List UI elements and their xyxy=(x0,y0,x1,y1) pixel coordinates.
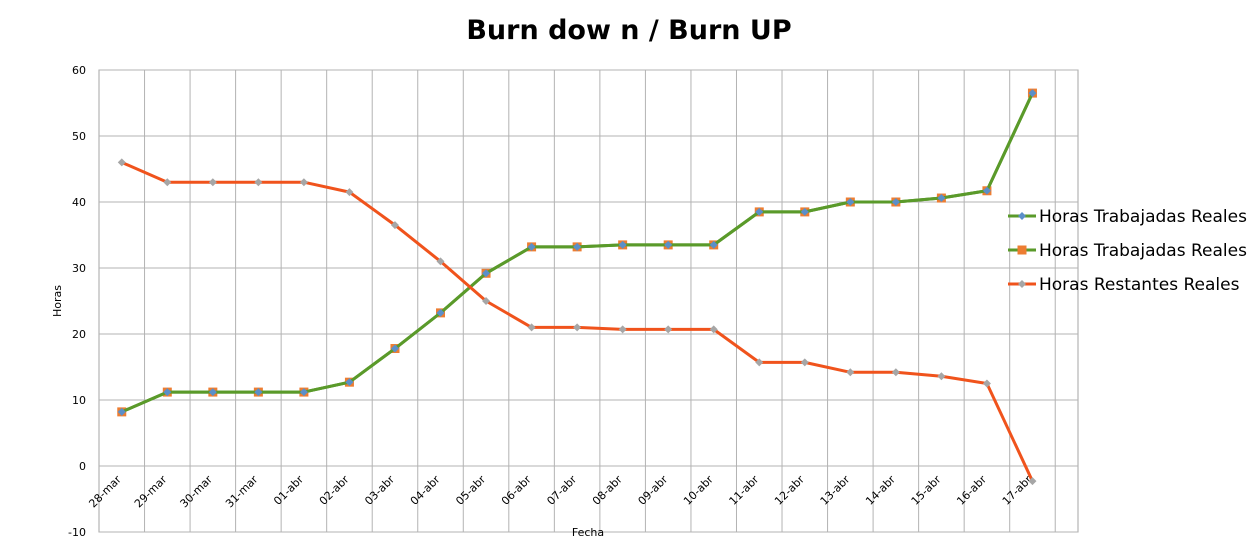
data-point-diamond xyxy=(208,388,217,397)
x-tick-label: 04-abr xyxy=(408,473,443,508)
data-point-diamond xyxy=(709,325,718,334)
y-tick-label: 0 xyxy=(79,460,86,473)
x-axis-ticks: 28-mar 29-mar 30-mar 31-mar 01-abr 02-abr 03-a… xyxy=(86,473,1034,511)
x-tick-label: 30-mar xyxy=(178,473,216,511)
x-tick-label: 02-abr xyxy=(317,473,352,508)
data-point-diamond xyxy=(299,388,308,397)
legend-label: Horas Trabajadas Reales xyxy=(1039,207,1247,227)
series-line xyxy=(121,92,1034,414)
legend-marker xyxy=(1017,245,1027,255)
data-point-diamond xyxy=(117,158,126,167)
x-tick-label: 29-mar xyxy=(132,473,170,511)
series-line xyxy=(121,92,1034,414)
legend-marker xyxy=(1018,280,1026,288)
y-axis-label: Horas xyxy=(51,285,64,317)
x-tick-label: 14-abr xyxy=(863,473,898,508)
x-tick-label: 07-abr xyxy=(544,473,579,508)
data-point-diamond xyxy=(527,242,536,251)
legend-item: Horas Restantes Reales xyxy=(1008,275,1240,295)
data-point-diamond xyxy=(846,368,855,377)
legend-label: Horas Trabajadas Reales xyxy=(1039,241,1247,261)
chart-legend: Horas Trabajadas Reales Horas Trabajadas … xyxy=(1008,207,1247,295)
data-point-diamond xyxy=(664,325,673,334)
data-point-diamond xyxy=(163,388,172,397)
data-point-diamond xyxy=(254,178,263,187)
data-point-diamond xyxy=(482,269,491,278)
series-2 xyxy=(117,88,1037,417)
chart-series xyxy=(117,88,1037,486)
data-point-diamond xyxy=(208,178,217,187)
x-tick-label: 08-abr xyxy=(590,473,625,508)
x-tick-label: 09-abr xyxy=(636,473,671,508)
series-line xyxy=(121,161,1034,482)
x-tick-label: 06-abr xyxy=(499,473,534,508)
data-point-diamond xyxy=(618,325,627,334)
data-point-diamond xyxy=(254,388,263,397)
x-tick-label: 15-abr xyxy=(909,473,944,508)
series-1 xyxy=(117,89,1037,416)
x-tick-label: 03-abr xyxy=(362,473,397,508)
x-tick-label: 31-mar xyxy=(223,473,261,511)
legend-label: Horas Restantes Reales xyxy=(1039,275,1240,295)
data-point-diamond xyxy=(800,358,809,367)
data-point-diamond xyxy=(755,207,764,216)
data-point-diamond xyxy=(527,323,536,332)
y-tick-label: 50 xyxy=(72,130,86,143)
data-point-diamond xyxy=(390,344,399,353)
data-point-diamond xyxy=(664,240,673,249)
legend-item: Horas Trabajadas Reales xyxy=(1008,207,1247,227)
data-point-diamond xyxy=(436,308,445,317)
chart-title: Burn dow n / Burn UP xyxy=(466,15,791,46)
data-point-diamond xyxy=(573,242,582,251)
data-point-diamond xyxy=(709,240,718,249)
data-point-diamond xyxy=(937,372,946,381)
x-axis-label: Fecha xyxy=(572,526,604,539)
data-point-diamond xyxy=(891,368,900,377)
plot-area-border xyxy=(98,69,1079,533)
data-point-diamond xyxy=(618,240,627,249)
data-point-diamond xyxy=(755,358,764,367)
x-tick-label: 01-abr xyxy=(271,473,306,508)
x-tick-label: 16-abr xyxy=(954,473,989,508)
y-tick-label: 30 xyxy=(72,262,86,275)
data-point-diamond xyxy=(482,297,491,305)
y-axis-ticks: -10 0 10 20 30 40 50 60 xyxy=(68,64,86,539)
data-point-diamond xyxy=(163,178,172,187)
data-point-diamond xyxy=(800,207,809,216)
y-tick-label: 40 xyxy=(72,196,86,209)
data-point-diamond xyxy=(891,198,900,206)
x-tick-label: 05-abr xyxy=(453,473,488,508)
data-point-diamond xyxy=(982,379,991,388)
x-tick-label: 13-abr xyxy=(818,473,853,508)
x-tick-label: 10-abr xyxy=(681,473,716,508)
data-point-diamond xyxy=(390,221,399,230)
x-tick-label: 12-abr xyxy=(772,473,807,508)
y-tick-label: 20 xyxy=(72,328,86,341)
chart-grid xyxy=(98,69,1079,533)
y-tick-label: 60 xyxy=(72,64,86,77)
data-point-diamond xyxy=(573,323,582,332)
data-point-diamond xyxy=(1028,477,1037,486)
data-point-diamond xyxy=(937,194,946,203)
data-point-diamond xyxy=(345,188,354,197)
data-point-diamond xyxy=(982,186,991,195)
data-point-diamond xyxy=(1028,89,1037,98)
data-point-diamond xyxy=(117,407,126,416)
y-tick-label: 10 xyxy=(72,394,86,407)
series-3 xyxy=(117,158,1037,486)
data-point-diamond xyxy=(436,257,445,266)
data-point-diamond xyxy=(299,178,308,187)
y-tick-label: -10 xyxy=(68,526,86,539)
data-point-diamond xyxy=(345,378,354,387)
legend-item: Horas Trabajadas Reales xyxy=(1008,241,1247,261)
legend-marker xyxy=(1018,212,1026,220)
data-point-diamond xyxy=(846,198,855,206)
x-tick-label: 28-mar xyxy=(86,473,124,511)
x-tick-label: 11-abr xyxy=(727,473,762,508)
